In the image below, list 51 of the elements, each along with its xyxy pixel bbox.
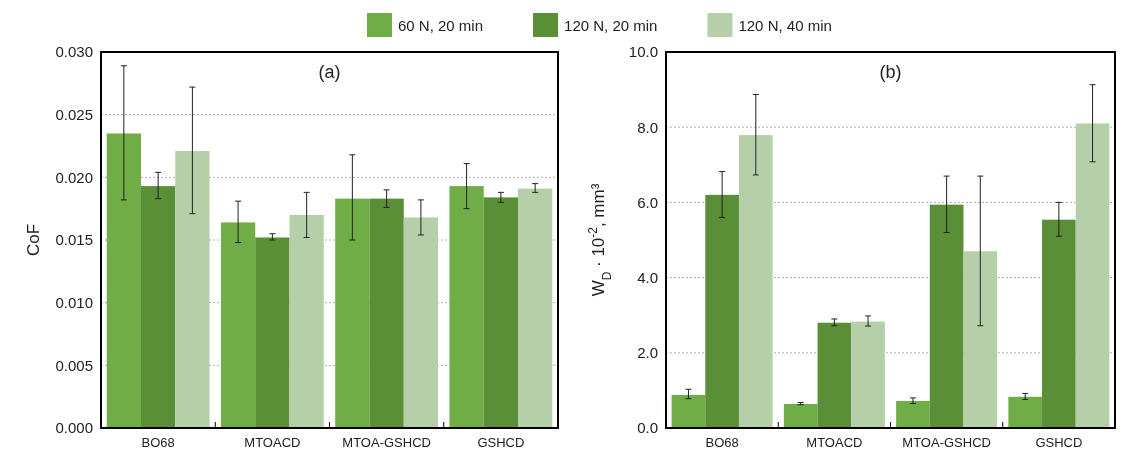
text: (b) <box>879 62 902 82</box>
bar <box>220 222 256 428</box>
legend-label: 120 N, 40 min <box>738 17 832 34</box>
y-tick-label: 6.0 <box>637 193 658 211</box>
x-tick-label: BO68 <box>141 435 175 451</box>
bar <box>963 251 998 428</box>
y-tick-label: 0.005 <box>55 356 93 374</box>
y-tick-label: 0.015 <box>55 231 93 249</box>
y-tick-label: 0.010 <box>55 293 93 311</box>
legend-label: 120 N, 20 min <box>564 17 658 34</box>
bar <box>851 321 885 428</box>
x-tick-label: MTOA-GSHCD <box>902 435 991 451</box>
bar <box>140 186 176 428</box>
bar <box>106 133 141 428</box>
y-tick-label: 0.0 <box>637 419 658 437</box>
x-tick-label: MTOACD <box>244 435 301 451</box>
y-tick-label: 0.030 <box>55 43 93 61</box>
bar <box>705 194 739 428</box>
x-tick-label: MTOACD <box>806 435 863 451</box>
x-tick-label: MTOA-GSHCD <box>342 435 431 451</box>
y-tick-label: 4.0 <box>637 268 658 286</box>
bar <box>255 237 290 428</box>
text: (a) <box>318 62 341 82</box>
bar <box>449 186 484 428</box>
y-tick-label: 2.0 <box>637 344 658 362</box>
bar <box>403 217 439 428</box>
bar <box>783 403 818 428</box>
bar <box>1075 123 1110 428</box>
bar <box>738 135 773 428</box>
bar <box>817 322 852 428</box>
bar <box>671 394 706 428</box>
bar <box>929 204 964 428</box>
x-tick-label: GSHCD <box>1035 435 1083 451</box>
bar <box>896 400 930 428</box>
bar <box>1042 219 1076 428</box>
bar <box>369 198 404 428</box>
y-tick-label: 8.0 <box>637 118 658 136</box>
y-tick-label: 0.000 <box>55 419 93 437</box>
y-tick-label: 0.020 <box>55 168 93 186</box>
y-axis-title: CoF <box>24 223 43 257</box>
y-tick-label: 10.0 <box>628 43 658 61</box>
bar <box>1008 396 1043 428</box>
x-tick-label: GSHCD <box>477 435 525 451</box>
bar <box>289 214 324 428</box>
bar <box>518 188 553 428</box>
x-tick-label: BO68 <box>705 435 739 451</box>
bar <box>175 151 210 428</box>
bar <box>483 197 519 428</box>
bar <box>335 198 370 428</box>
legend-label: 60 N, 20 min <box>398 17 484 34</box>
y-tick-label: 0.025 <box>55 105 93 123</box>
